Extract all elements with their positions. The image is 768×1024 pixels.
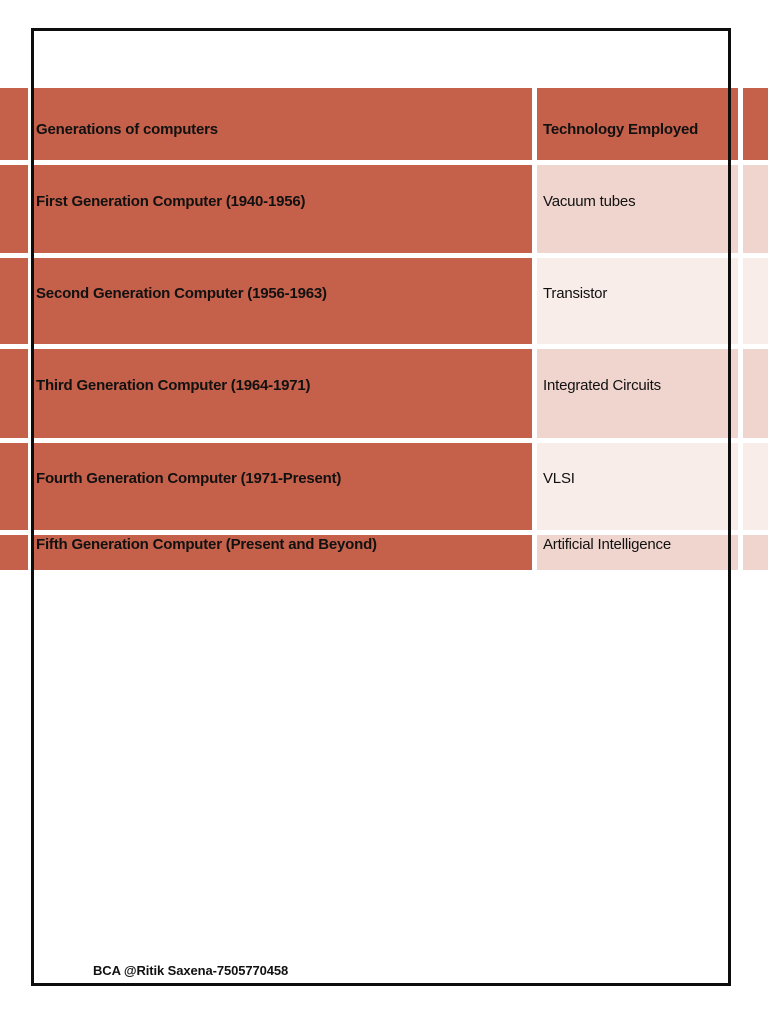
cell-generation: Second Generation Computer (1956-1963) — [33, 258, 532, 344]
row-edge-cell-right — [743, 165, 768, 253]
cell-technology: Integrated Circuits — [537, 349, 738, 438]
generations-table: Generations of computers Technology Empl… — [0, 88, 768, 570]
row-edge-cell-right — [743, 535, 768, 570]
technology-label: Vacuum tubes — [543, 192, 636, 210]
technology-label: Transistor — [543, 284, 608, 302]
header-edge-cell-left — [0, 88, 28, 160]
row-edge-cell-left — [0, 165, 28, 253]
column-header-generations-label: Generations of computers — [36, 121, 218, 139]
cell-generation: Third Generation Computer (1964-1971) — [33, 349, 532, 438]
technology-label: VLSI — [543, 470, 575, 488]
row-edge-cell-right — [743, 443, 768, 530]
cell-technology: VLSI — [537, 443, 738, 530]
row-edge-cell-left — [0, 258, 28, 344]
row-edge-cell-right — [743, 258, 768, 344]
row-edge-cell-right — [743, 349, 768, 438]
technology-label: Artificial Intelligence — [543, 536, 671, 554]
cell-generation: Fifth Generation Computer (Present and B… — [33, 535, 532, 570]
cell-technology: Artificial Intelligence — [537, 535, 738, 570]
column-header-technology: Technology Employed — [537, 88, 738, 160]
footer-credit: BCA @Ritik Saxena-7505770458 — [93, 963, 289, 978]
cell-technology: Transistor — [537, 258, 738, 344]
generation-label: Fourth Generation Computer (1971-Present… — [36, 470, 342, 488]
generation-label: Third Generation Computer (1964-1971) — [36, 377, 311, 395]
cell-generation: First Generation Computer (1940-1956) — [33, 165, 532, 253]
header-edge-cell-right — [743, 88, 768, 160]
cell-generation: Fourth Generation Computer (1971-Present… — [33, 443, 532, 530]
row-edge-cell-left — [0, 535, 28, 570]
column-header-technology-label: Technology Employed — [543, 121, 699, 139]
row-edge-cell-left — [0, 443, 28, 530]
generation-label: Second Generation Computer (1956-1963) — [36, 284, 327, 302]
technology-label: Integrated Circuits — [543, 377, 661, 395]
generation-label: First Generation Computer (1940-1956) — [36, 192, 306, 210]
cell-technology: Vacuum tubes — [537, 165, 738, 253]
generation-label: Fifth Generation Computer (Present and B… — [36, 536, 377, 554]
column-header-generations: Generations of computers — [33, 88, 532, 160]
row-edge-cell-left — [0, 349, 28, 438]
